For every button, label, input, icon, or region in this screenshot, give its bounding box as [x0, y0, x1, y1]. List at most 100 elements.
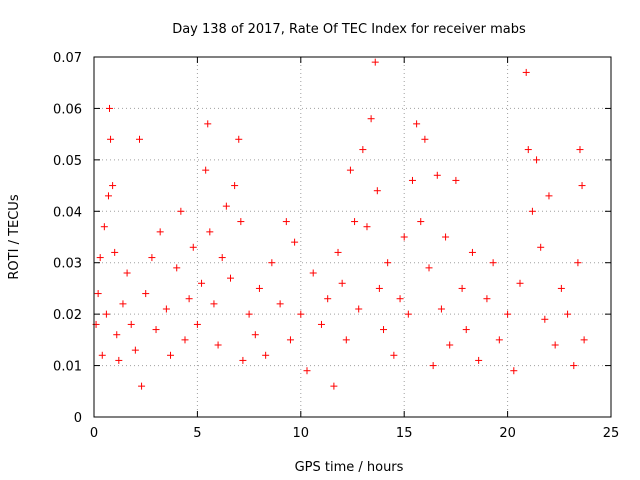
data-point — [156, 228, 164, 236]
data-point — [245, 310, 253, 318]
data-point — [483, 295, 491, 303]
data-point — [303, 367, 311, 375]
data-point — [218, 254, 226, 262]
data-point — [446, 341, 454, 349]
data-point — [222, 202, 230, 210]
data-point — [148, 254, 156, 262]
data-point — [475, 356, 483, 364]
x-tick-label: 5 — [193, 426, 201, 441]
data-point — [442, 233, 450, 241]
data-point — [524, 146, 532, 154]
data-point — [239, 356, 247, 364]
data-point — [437, 305, 445, 313]
data-point — [297, 310, 305, 318]
data-point — [537, 243, 545, 251]
data-point — [286, 336, 294, 344]
data-point — [545, 192, 553, 200]
data-point — [138, 382, 146, 390]
chart-grid — [94, 57, 611, 417]
data-point — [342, 336, 350, 344]
data-point — [564, 310, 572, 318]
data-point — [557, 284, 565, 292]
y-tick-label: 0.01 — [53, 360, 82, 375]
data-point — [111, 248, 119, 256]
data-point — [142, 290, 150, 298]
x-tick-label: 25 — [603, 426, 620, 441]
data-point — [317, 320, 325, 328]
data-point — [346, 166, 354, 174]
data-point — [516, 279, 524, 287]
data-point — [495, 336, 503, 344]
data-point — [384, 259, 392, 267]
data-point — [198, 279, 206, 287]
data-point — [324, 295, 332, 303]
data-point — [429, 362, 437, 370]
data-point — [334, 248, 342, 256]
y-tick-label: 0.07 — [53, 51, 82, 66]
data-point — [262, 351, 270, 359]
scatter-points — [92, 58, 588, 390]
data-point — [189, 243, 197, 251]
data-point — [204, 120, 212, 128]
data-point — [231, 182, 239, 190]
y-axis-label: ROTI / TECUs — [7, 194, 22, 279]
data-point — [98, 351, 106, 359]
data-point — [421, 135, 429, 143]
data-point — [551, 341, 559, 349]
y-tick-label: 0.05 — [53, 154, 82, 169]
data-point — [371, 58, 379, 66]
y-tick-label: 0 — [74, 411, 82, 426]
data-point — [522, 68, 530, 76]
data-point — [489, 259, 497, 267]
data-point — [417, 218, 425, 226]
chart-ticks: 0 5 10 15 20 25 0 0.01 0.02 0.03 0.04 0.05 0.06 0.07 — [53, 51, 619, 441]
data-point — [193, 320, 201, 328]
data-point — [359, 146, 367, 154]
data-point — [408, 176, 416, 184]
data-point — [173, 264, 181, 272]
data-point — [282, 218, 290, 226]
data-point — [226, 274, 234, 282]
data-point — [214, 341, 222, 349]
data-point — [276, 300, 284, 308]
data-point — [576, 146, 584, 154]
data-point — [363, 223, 371, 231]
data-point — [433, 171, 441, 179]
data-point — [462, 326, 470, 334]
data-point — [504, 310, 512, 318]
data-point — [106, 104, 114, 112]
data-point — [202, 166, 210, 174]
x-tick-label: 10 — [293, 426, 310, 441]
x-tick-label: 0 — [90, 426, 98, 441]
data-point — [351, 218, 359, 226]
data-point — [177, 207, 185, 215]
data-point — [541, 315, 549, 323]
data-point — [109, 182, 117, 190]
data-point — [251, 331, 259, 339]
data-point — [375, 284, 383, 292]
data-point — [452, 176, 460, 184]
data-point — [268, 259, 276, 267]
data-point — [102, 310, 110, 318]
x-tick-label: 15 — [396, 426, 413, 441]
data-point — [404, 310, 412, 318]
data-point — [330, 382, 338, 390]
data-point — [413, 120, 421, 128]
data-point — [210, 300, 218, 308]
data-point — [528, 207, 536, 215]
data-point — [425, 264, 433, 272]
data-point — [255, 284, 263, 292]
data-point — [131, 346, 139, 354]
data-point — [162, 305, 170, 313]
data-point — [578, 182, 586, 190]
data-point — [235, 135, 243, 143]
data-point — [380, 326, 388, 334]
data-point — [367, 115, 375, 123]
data-point — [574, 259, 582, 267]
data-point — [96, 254, 104, 262]
data-point — [115, 356, 123, 364]
data-point — [113, 331, 121, 339]
data-point — [185, 295, 193, 303]
chart-title: Day 138 of 2017, Rate Of TEC Index for r… — [172, 22, 526, 37]
data-point — [94, 290, 102, 298]
